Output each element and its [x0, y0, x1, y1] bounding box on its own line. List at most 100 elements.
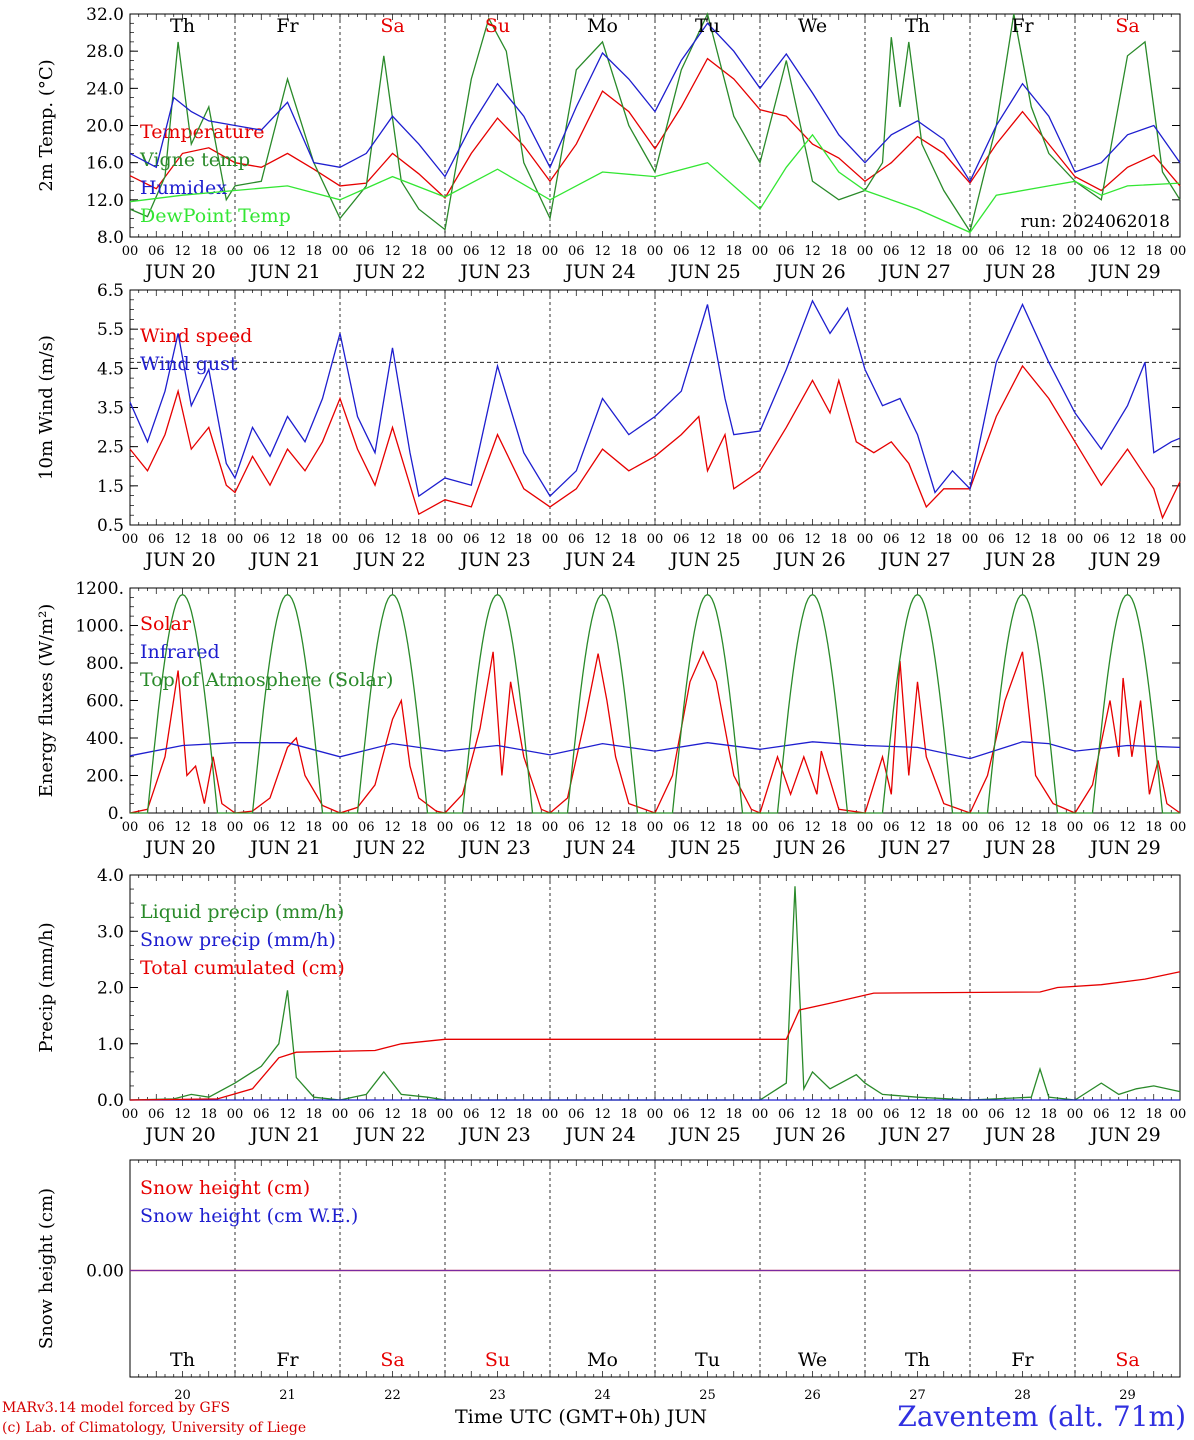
hour-tick-label: 00 — [857, 1107, 874, 1122]
hour-tick-label: 00 — [332, 820, 349, 835]
y-axis-title: Energy fluxes (W/m²) — [36, 604, 57, 798]
hour-tick-label: 18 — [515, 532, 532, 547]
weekday-label-top: Th — [905, 15, 930, 37]
y-tick-label: 28.0 — [86, 42, 124, 62]
day-number-label: 26 — [804, 1388, 821, 1403]
hour-tick-label: 00 — [437, 820, 454, 835]
hour-tick-label: 18 — [410, 820, 427, 835]
date-label: JUN 25 — [668, 837, 740, 859]
series-line — [129, 741, 1181, 760]
hour-tick-label: 12 — [594, 244, 611, 259]
hour-tick-label: 00 — [227, 244, 244, 259]
hour-tick-label: 00 — [437, 532, 454, 547]
legend-entry: Top of Atmosphere (Solar) — [140, 669, 393, 691]
date-label: JUN 26 — [773, 837, 845, 859]
hour-tick-label: 06 — [883, 1107, 900, 1122]
hour-tick-label: 18 — [1145, 820, 1162, 835]
day-number-label: 20 — [174, 1388, 191, 1403]
weekday-label-bottom: Su — [485, 1349, 510, 1371]
hour-tick-label: 12 — [489, 532, 506, 547]
date-label: JUN 27 — [878, 1124, 950, 1146]
y-tick-label: 8.0 — [97, 228, 124, 248]
hour-tick-label: 18 — [935, 244, 952, 259]
hour-tick-label: 00 — [542, 820, 559, 835]
hour-tick-label: 00 — [122, 532, 139, 547]
hour-tick-label: 00 — [1170, 820, 1187, 835]
hour-tick-label: 12 — [1014, 1107, 1031, 1122]
hour-tick-label: 12 — [1014, 820, 1031, 835]
hour-tick-label: 00 — [647, 1107, 664, 1122]
hour-tick-label: 12 — [804, 1107, 821, 1122]
hour-tick-label: 18 — [725, 244, 742, 259]
y-tick-label: 0. — [108, 804, 124, 824]
hour-tick-label: 00 — [1067, 820, 1084, 835]
hour-tick-label: 06 — [568, 532, 585, 547]
y-tick-label: 4.0 — [97, 866, 124, 886]
y-tick-label: 0.0 — [97, 1091, 124, 1111]
run-annotation: run: 2024062018 — [1021, 212, 1170, 232]
legend-entry: Infrared — [140, 641, 220, 663]
hour-tick-label: 06 — [568, 1107, 585, 1122]
hour-tick-label: 18 — [830, 820, 847, 835]
hour-tick-label: 00 — [962, 532, 979, 547]
hour-tick-label: 18 — [830, 244, 847, 259]
hour-tick-label: 18 — [935, 1107, 952, 1122]
hour-tick-label: 00 — [857, 244, 874, 259]
hour-tick-label: 06 — [253, 1107, 270, 1122]
hour-tick-label: 06 — [673, 820, 690, 835]
hour-tick-label: 00 — [122, 820, 139, 835]
series-line — [129, 299, 1181, 498]
legend-entry: Solar — [140, 613, 192, 635]
hour-tick-label: 06 — [673, 244, 690, 259]
hour-tick-label: 06 — [463, 532, 480, 547]
date-label: JUN 22 — [353, 549, 425, 571]
hour-tick-label: 12 — [909, 820, 926, 835]
series-line — [129, 364, 1181, 520]
date-label: JUN 23 — [458, 1124, 530, 1146]
hour-tick-label: 12 — [804, 820, 821, 835]
hour-tick-label: 00 — [857, 532, 874, 547]
date-label: JUN 24 — [563, 549, 635, 571]
hour-tick-label: 12 — [384, 1107, 401, 1122]
y-axis-title: Precip (mm/h) — [36, 922, 57, 1052]
hour-tick-label: 18 — [830, 1107, 847, 1122]
hour-tick-label: 12 — [1119, 820, 1136, 835]
hour-tick-label: 06 — [778, 1107, 795, 1122]
date-label: JUN 26 — [773, 261, 845, 283]
hour-tick-label: 18 — [1145, 1107, 1162, 1122]
date-label: JUN 26 — [773, 549, 845, 571]
hour-tick-label: 18 — [725, 1107, 742, 1122]
series-line — [129, 971, 1181, 1101]
hour-tick-label: 00 — [1067, 244, 1084, 259]
date-label: JUN 27 — [878, 549, 950, 571]
y-tick-label: 600. — [86, 692, 124, 712]
x-axis-title: Time UTC (GMT+0h) JUN — [455, 1406, 707, 1428]
hour-tick-label: 12 — [804, 532, 821, 547]
hour-tick-label: 00 — [1170, 1107, 1187, 1122]
date-label: JUN 24 — [563, 837, 635, 859]
hour-tick-label: 18 — [410, 1107, 427, 1122]
hour-tick-label: 18 — [725, 820, 742, 835]
legend-entry: Vigne temp — [139, 149, 250, 171]
weekday-label-bottom: Fr — [276, 1349, 299, 1371]
y-tick-label: 800. — [86, 654, 124, 674]
hour-tick-label: 06 — [148, 244, 165, 259]
hour-tick-label: 06 — [253, 244, 270, 259]
hour-tick-label: 00 — [227, 1107, 244, 1122]
hour-tick-label: 00 — [122, 1107, 139, 1122]
hour-tick-label: 00 — [647, 532, 664, 547]
hour-tick-label: 06 — [1093, 244, 1110, 259]
weekday-label-bottom: Sa — [1115, 1349, 1139, 1371]
series-line — [129, 12, 1181, 234]
day-number-label: 21 — [279, 1388, 296, 1403]
hour-tick-label: 06 — [988, 1107, 1005, 1122]
hour-tick-label: 06 — [148, 1107, 165, 1122]
y-axis-title: 10m Wind (m/s) — [36, 335, 57, 480]
day-number-label: 24 — [594, 1388, 611, 1403]
hour-tick-label: 00 — [1067, 1107, 1084, 1122]
hour-tick-label: 18 — [1040, 820, 1057, 835]
hour-tick-label: 00 — [962, 820, 979, 835]
hour-tick-label: 06 — [463, 1107, 480, 1122]
hour-tick-label: 18 — [200, 820, 217, 835]
series-line — [129, 133, 1181, 234]
